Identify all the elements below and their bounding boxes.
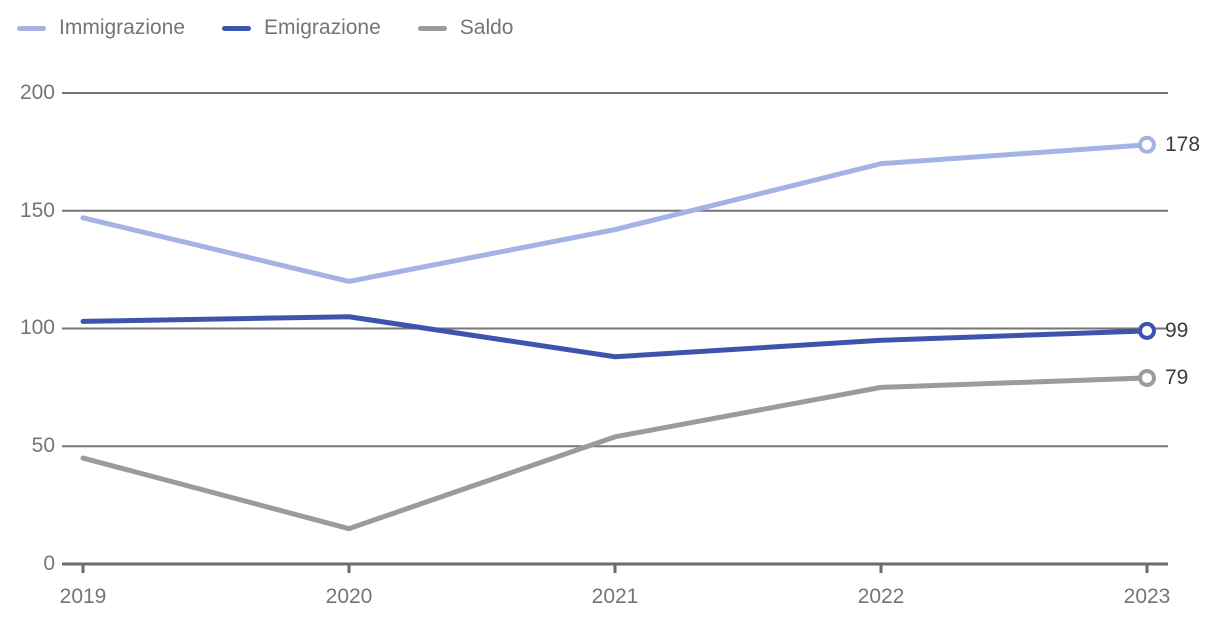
y-axis-tick-label: 100 [19,316,55,339]
legend-label-emigrazione: Emigrazione [264,16,381,39]
legend-item-immigrazione[interactable]: Immigrazione [17,15,185,41]
x-axis-tick-label: 2023 [1123,585,1171,608]
legend-item-saldo[interactable]: Saldo [417,15,514,41]
x-axis-tick-label: 2019 [59,585,107,608]
end-marker-immigrazione[interactable] [1138,135,1156,154]
x-axis-tick-label: 2020 [325,585,373,608]
saldo-line-swatch-icon [417,25,447,31]
x-axis-tick-label: 2022 [857,585,905,608]
legend-label-saldo: Saldo [459,16,514,39]
chart-legend: Immigrazione Emigrazione Saldo [17,15,514,41]
legend-item-emigrazione[interactable]: Emigrazione [222,15,381,41]
y-axis-tick-label: 150 [19,199,55,222]
series-line-emigrazione[interactable] [80,314,1150,360]
legend-label-immigrazione: Immigrazione [59,16,186,39]
end-value-label-immigrazione: 178 [1165,132,1201,156]
end-marker-emigrazione[interactable] [1138,321,1156,340]
series-line-saldo[interactable] [80,375,1150,532]
x-axis-tick-label: 2021 [591,585,639,608]
end-marker-saldo[interactable] [1138,368,1156,387]
series-line-immigrazione[interactable] [80,142,1150,284]
immigrazione-line-swatch-icon [17,25,46,31]
y-axis-tick-label: 0 [43,552,55,575]
y-axis-tick-label: 200 [19,81,55,104]
end-value-label-emigrazione: 99 [1165,318,1189,342]
y-axis-tick-label: 50 [31,434,55,457]
emigrazione-line-swatch-icon [222,25,252,31]
end-value-label-saldo: 79 [1165,365,1189,389]
